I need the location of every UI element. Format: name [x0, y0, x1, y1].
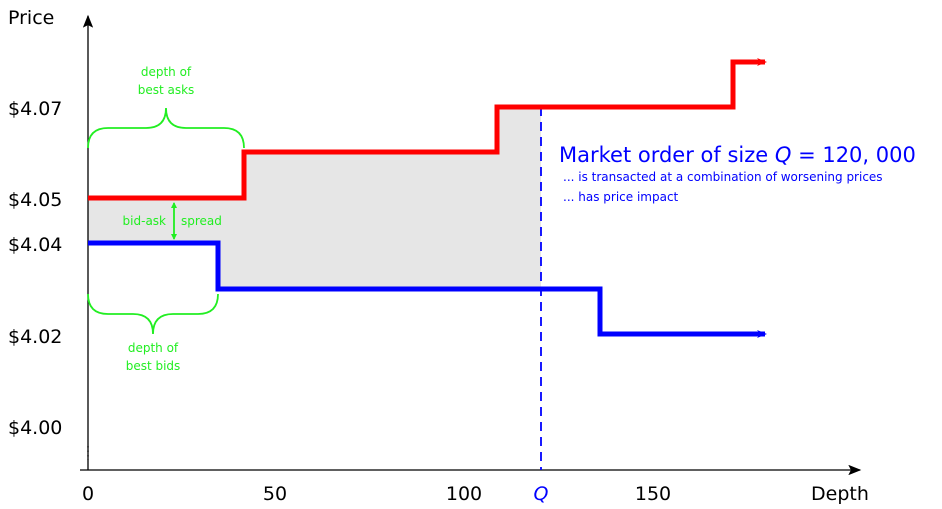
ask-curve	[88, 58, 767, 201]
y-tick-404: $4.04	[8, 234, 62, 256]
x-tick-100: 100	[446, 483, 482, 505]
best-asks-label-1: depth of	[141, 65, 192, 79]
x-axis-label: Depth	[811, 483, 869, 505]
market-order-line-2: ... has price impact	[563, 190, 679, 204]
spread-label-right: spread	[181, 214, 222, 228]
market-order-line-1: ... is transacted at a combination of wo…	[563, 170, 883, 184]
x-tick-150: 150	[635, 483, 671, 505]
market-order-title-var: Q	[775, 143, 792, 167]
y-axis-label: Price	[8, 7, 54, 29]
best-asks-brace	[87, 107, 245, 149]
x-tick-50: 50	[263, 483, 287, 505]
y-tick-405: $4.05	[8, 189, 62, 211]
x-tick-q: Q	[534, 483, 549, 505]
best-asks-label-2: best asks	[138, 83, 195, 97]
y-tick-402: $4.02	[8, 326, 62, 348]
best-bids-label-1: depth of	[128, 341, 179, 355]
best-bids-label-2: best bids	[126, 359, 181, 373]
x-tick-0: 0	[82, 483, 94, 505]
market-order-title: Market order of size Q = 120, 000	[559, 143, 916, 167]
market-order-title-suffix: = 120, 000	[791, 143, 915, 167]
market-order-title-prefix: Market order of size	[559, 143, 775, 167]
spread-label-left: bid-ask	[123, 214, 167, 228]
best-bids-brace	[87, 293, 219, 335]
bid-curve	[88, 240, 767, 338]
y-tick-407: $4.07	[8, 98, 62, 120]
y-tick-400: $4.00	[8, 417, 62, 439]
